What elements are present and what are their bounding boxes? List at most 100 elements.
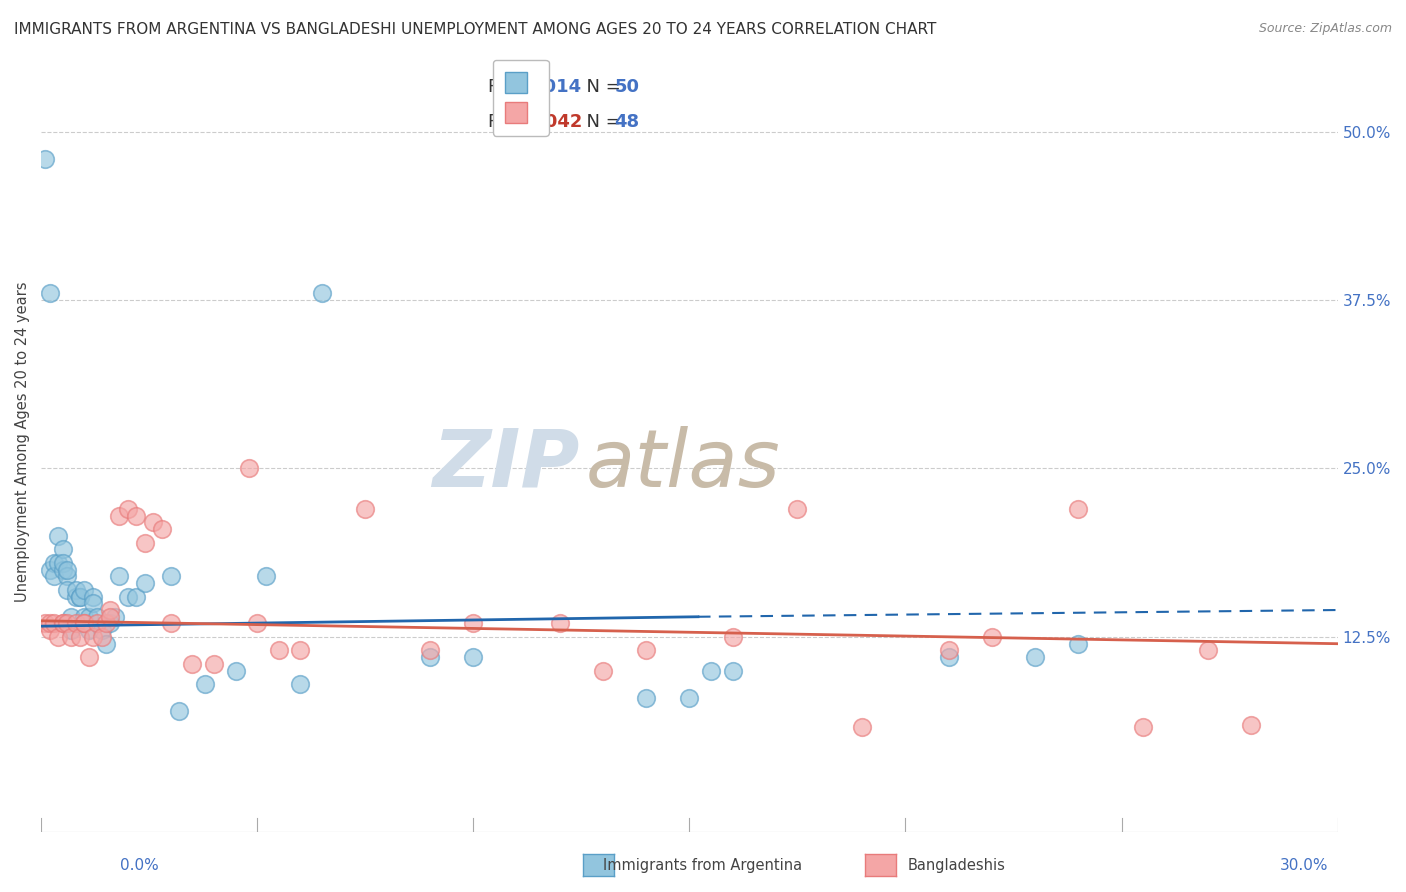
Point [938,643,960,657]
Point [48,529,70,543]
Point [1132,720,1154,734]
Point [34,152,56,166]
Point [419,650,441,665]
Point [721,664,744,678]
Point [290,643,312,657]
Point [60,609,83,624]
Text: ZIP: ZIP [432,426,579,504]
Point [254,569,277,583]
Point [181,657,204,671]
Legend: , : , [494,60,548,136]
Text: Immigrants from Argentina: Immigrants from Argentina [603,858,803,872]
Point [592,664,614,678]
Point [56,569,79,583]
Point [786,502,808,516]
Point [117,590,139,604]
Point [548,616,571,631]
Point [52,616,75,631]
Point [77,609,100,624]
Point [94,637,117,651]
Point [225,664,247,678]
Point [159,616,181,631]
Text: -0.042: -0.042 [519,113,582,131]
Point [238,461,260,475]
Point [69,590,91,604]
Point [38,616,60,631]
Point [1024,650,1046,665]
Point [86,616,108,631]
Point [90,630,112,644]
Point [980,630,1002,644]
Point [77,624,100,638]
Point [82,596,104,610]
Point [202,657,225,671]
Text: R=: R= [488,78,522,96]
Point [65,582,87,597]
Point [52,556,75,570]
Point [69,590,91,604]
Point [636,643,658,657]
Text: 0.014: 0.014 [519,78,581,96]
Point [1067,637,1090,651]
Text: Bangladeshis: Bangladeshis [907,858,1005,872]
Point [103,609,125,624]
Point [52,563,75,577]
Point [134,576,156,591]
Text: atlas: atlas [586,426,780,504]
Y-axis label: Unemployment Among Ages 20 to 24 years: Unemployment Among Ages 20 to 24 years [15,281,30,602]
Point [125,508,148,523]
Point [194,677,217,691]
Text: R =: R = [488,113,527,131]
Point [1197,643,1219,657]
Text: 48: 48 [614,113,640,131]
Point [73,609,96,624]
Point [267,643,290,657]
Point [38,286,60,301]
Point [700,664,723,678]
Point [463,650,485,665]
Text: Source: ZipAtlas.com: Source: ZipAtlas.com [1258,22,1392,36]
Text: 30.0%: 30.0% [1281,858,1329,872]
Point [94,616,117,631]
Point [938,650,960,665]
Point [98,609,121,624]
Text: N =: N = [575,113,627,131]
Point [52,542,75,557]
Point [98,603,121,617]
Point [636,690,658,705]
Point [246,616,269,631]
Point [108,569,131,583]
Point [108,508,131,523]
Point [48,556,70,570]
Point [1067,502,1090,516]
Point [42,569,65,583]
Point [678,690,700,705]
Point [38,563,60,577]
Point [48,630,70,644]
Point [117,502,139,516]
Point [73,616,96,631]
Point [52,616,75,631]
Point [86,609,108,624]
Text: N =: N = [575,78,627,96]
Point [463,616,485,631]
Point [290,677,312,691]
Point [90,624,112,638]
Point [419,643,441,657]
Point [721,630,744,644]
Point [73,616,96,631]
Point [69,630,91,644]
Text: IMMIGRANTS FROM ARGENTINA VS BANGLADESHI UNEMPLOYMENT AMONG AGES 20 TO 24 YEARS : IMMIGRANTS FROM ARGENTINA VS BANGLADESHI… [14,22,936,37]
Point [38,624,60,638]
Point [56,563,79,577]
Point [82,590,104,604]
Point [77,650,100,665]
Point [56,616,79,631]
Point [65,590,87,604]
Point [354,502,377,516]
Point [1240,717,1263,731]
Point [42,616,65,631]
Point [134,535,156,549]
Point [60,624,83,638]
Point [56,582,79,597]
